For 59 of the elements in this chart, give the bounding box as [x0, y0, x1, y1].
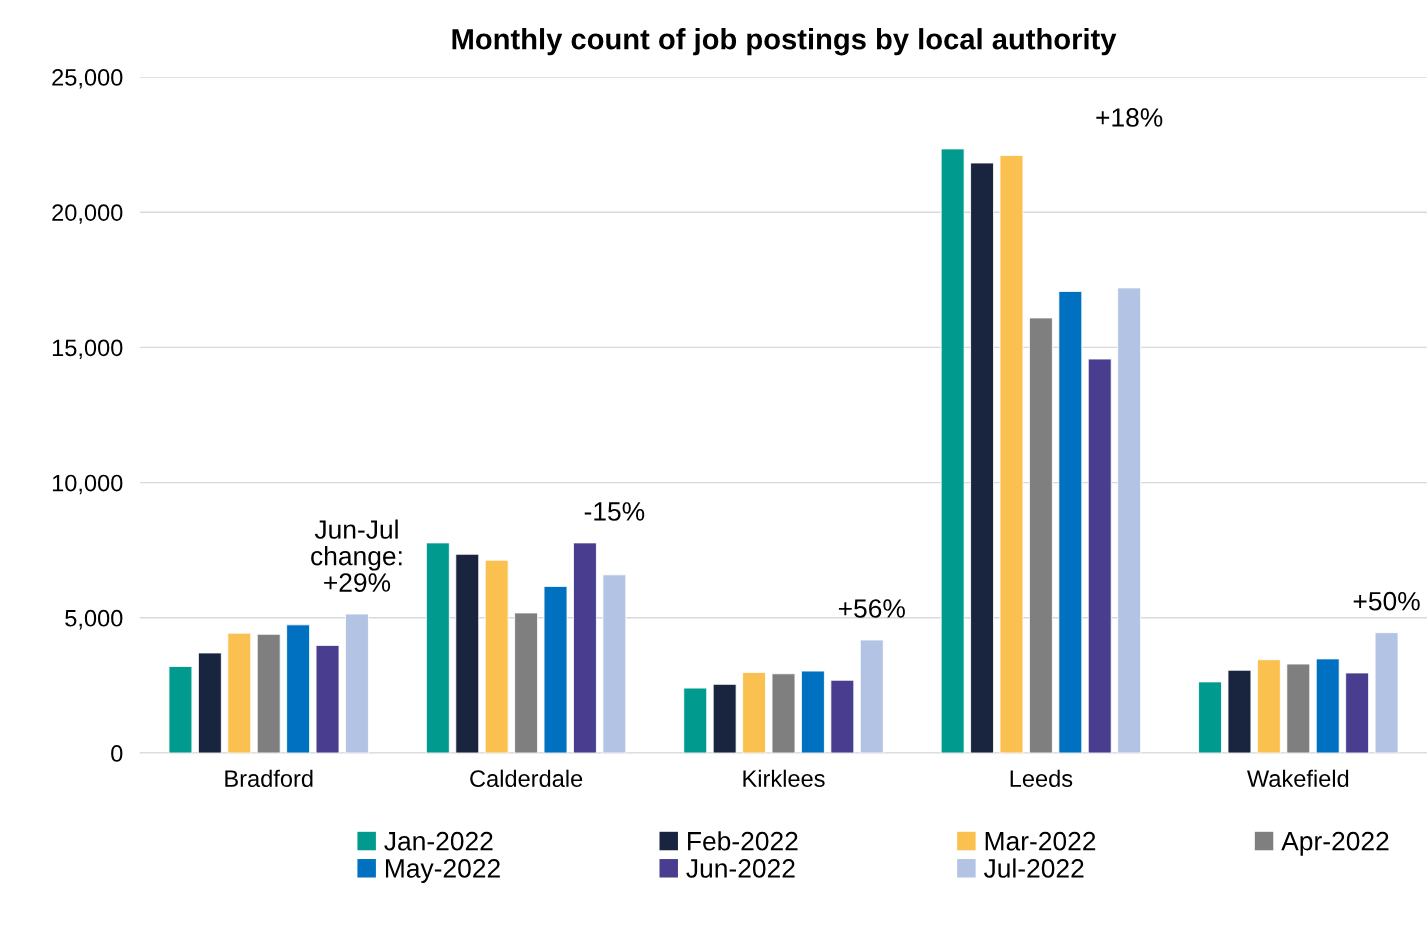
bar [168, 666, 193, 753]
bar [197, 652, 222, 753]
bar [514, 612, 538, 753]
legend-label: Feb-2022 [688, 831, 798, 851]
bar [1029, 317, 1053, 753]
x-tick-label: Wakefield [1247, 769, 1349, 788]
y-tick-label: 10,000 [52, 474, 123, 495]
bar [573, 542, 597, 753]
annotation: +50% [1353, 591, 1420, 611]
y-tick-label: 15,000 [52, 339, 123, 359]
bar [1227, 669, 1252, 753]
y-tick-label: 25,000 [52, 69, 123, 89]
bar [455, 553, 480, 753]
bar [742, 672, 766, 753]
legend-label: Apr-2022 [1281, 831, 1389, 856]
bar [1198, 681, 1222, 753]
bar [830, 679, 855, 753]
bar [712, 683, 737, 753]
x-tick-label: Kirklees [743, 769, 825, 788]
bar [425, 542, 450, 753]
x-tick-label: Calderdale [470, 769, 583, 788]
y-tick-label: 20,000 [52, 204, 123, 224]
bar [602, 574, 627, 753]
x-tick-label: Leeds [1010, 769, 1073, 788]
bar [1117, 287, 1142, 753]
annotation: Jun-Jul change: +29% [311, 519, 402, 592]
bar [683, 687, 708, 753]
annotation: +56% [838, 599, 905, 618]
legend-label: Jul-2022 [983, 858, 1084, 878]
bar [1256, 659, 1281, 753]
bar [227, 632, 252, 753]
bar [1058, 291, 1083, 753]
bar [801, 670, 825, 753]
bar [315, 644, 340, 753]
annotation: -15% [584, 502, 645, 521]
bar [859, 639, 884, 753]
bar [256, 633, 281, 753]
bar [1345, 672, 1370, 753]
y-tick-label: 5,000 [65, 609, 123, 630]
bar [286, 624, 311, 753]
bar [1374, 632, 1399, 753]
bar [1286, 663, 1311, 753]
bar [1315, 658, 1340, 753]
legend-label: May-2022 [385, 859, 500, 883]
x-tick-label: Bradford [225, 769, 313, 788]
bar [771, 673, 796, 753]
chart-title: Monthly count of job postings by local authority [452, 28, 1117, 56]
bar [940, 148, 965, 753]
bar [1087, 358, 1112, 753]
bar [484, 559, 509, 753]
y-tick-label: 0 [111, 745, 123, 762]
bar [999, 155, 1024, 753]
bar [543, 586, 568, 753]
bar [970, 162, 994, 753]
annotation: +18% [1096, 108, 1163, 127]
legend-label: Mar-2022 [985, 831, 1096, 851]
legend-label: Jan-2022 [384, 831, 493, 851]
bar [345, 613, 369, 753]
legend-label: Jun-2022 [686, 859, 795, 878]
